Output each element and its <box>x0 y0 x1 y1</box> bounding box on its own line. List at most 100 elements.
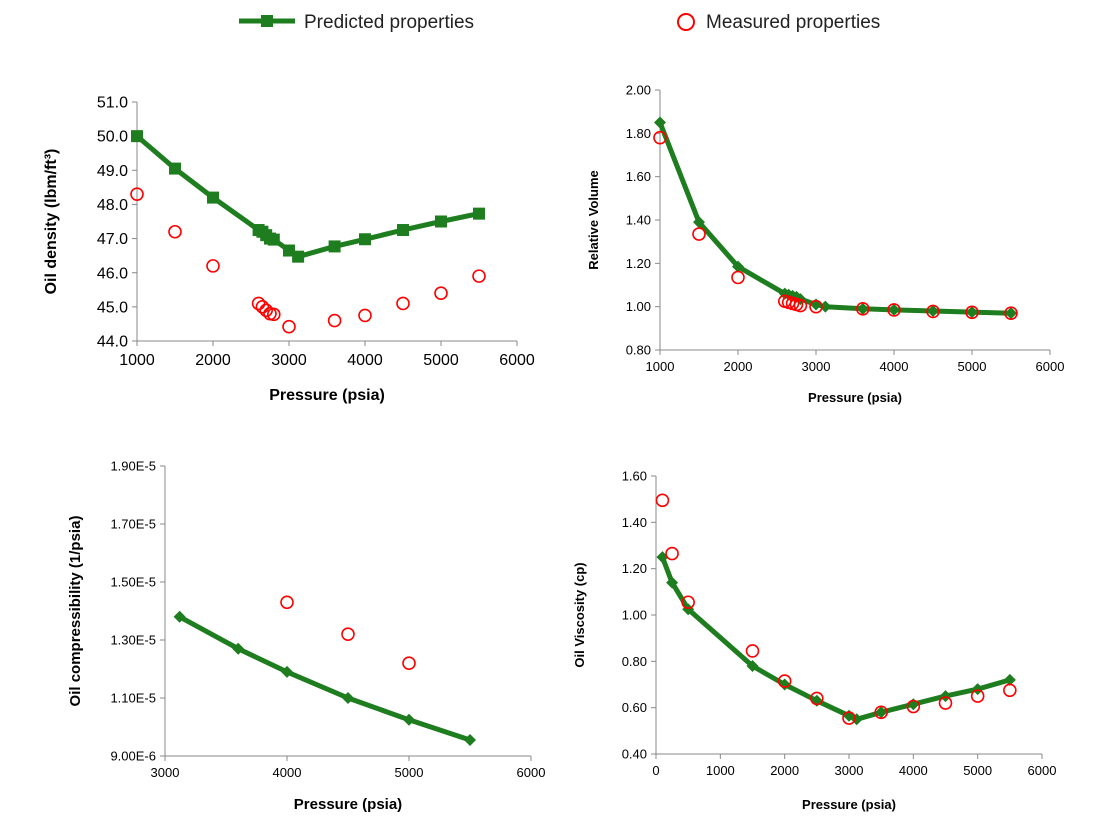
oil-density-y-tick-label: 46.0 <box>97 265 128 282</box>
oil-density-measured-point <box>266 307 281 322</box>
oil-density-x-axis-title: Pressure (psia) <box>269 387 385 404</box>
oil-viscosity-measured-point <box>842 711 856 725</box>
oil-viscosity-x-tick-label: 5000 <box>963 763 992 778</box>
oil-density-predicted-point <box>328 240 341 253</box>
oil-density-predicted-point <box>207 191 219 204</box>
oil-viscosity-predicted-point <box>682 603 695 616</box>
relative-volume-y-axis-title: Relative Volume <box>586 170 601 269</box>
oil-density-predicted-point <box>169 162 181 175</box>
relative-volume-x-tick-label: 1000 <box>646 359 675 374</box>
oil-compressibility-x-tick-label: 5000 <box>395 765 424 780</box>
relative-volume-measured-point <box>731 270 745 285</box>
oil-viscosity-measured-point <box>665 546 679 561</box>
relative-volume-measured-point <box>965 305 979 320</box>
relative-volume-predicted-point <box>856 302 869 315</box>
oil-viscosity-predicted-point <box>971 683 984 696</box>
relative-volume-measured-point <box>793 298 808 313</box>
oil-viscosity-x-tick-label: 6000 <box>1028 763 1057 778</box>
oil-viscosity-measured-point <box>655 493 670 508</box>
oil-density-measured-point <box>434 286 448 301</box>
oil-compressibility-predicted-point <box>281 665 293 678</box>
oil-compressibility-predicted-point <box>232 642 245 655</box>
relative-volume-predicted-point <box>1005 307 1017 320</box>
oil-viscosity-x-tick-label: 2000 <box>770 763 799 778</box>
oil-density-measured-point <box>259 303 274 318</box>
oil-density-measured-point <box>206 259 220 273</box>
relative-volume-predicted-point <box>693 216 705 229</box>
oil-viscosity-measured-point <box>938 696 953 710</box>
oil-viscosity-x-tick-label: 1000 <box>706 763 735 778</box>
chart-oil-density: 44.0 45.0 46.0 47.0 48.0 49.0 50.0 51.0 1000 2000… <box>43 95 535 404</box>
oil-compressibility-y-tick-label: 9.00E-6 <box>110 749 156 764</box>
oil-viscosity-measured-point <box>745 644 760 658</box>
oil-compressibility-predicted-point <box>173 610 186 623</box>
relative-volume-predicted-point <box>654 116 666 129</box>
oil-density-measured-point <box>396 296 410 311</box>
oil-density-x-tick-label: 4000 <box>347 352 383 369</box>
oil-compressibility-x-tick-label: 3000 <box>151 765 180 780</box>
oil-viscosity-x-tick-label: 0 <box>652 763 659 778</box>
oil-compressibility-x-tick-label: 6000 <box>517 765 546 780</box>
relative-volume-predicted-point <box>927 305 939 317</box>
oil-viscosity-y-tick-label: 1.20 <box>622 561 647 576</box>
oil-density-x-tick-label: 2000 <box>195 352 231 369</box>
oil-compressibility-y-tick-label: 1.30E-5 <box>110 633 156 648</box>
legend-measured: Measured properties <box>677 12 880 33</box>
oil-density-predicted-point <box>397 224 409 237</box>
legend-predicted: Predicted properties <box>239 12 474 33</box>
oil-density-predicted-point <box>267 233 280 246</box>
oil-viscosity-y-tick-label: 0.60 <box>622 700 647 715</box>
relative-volume-x-axis-title: Pressure (psia) <box>808 390 902 405</box>
relative-volume-y-tick-label: 1.80 <box>626 126 651 141</box>
relative-volume-x-tick-label: 4000 <box>880 359 909 374</box>
oil-compressibility-y-axis-title: Oil compressibility (1/psia) <box>67 516 84 707</box>
oil-viscosity-x-axis-title: Pressure (psia) <box>802 797 896 812</box>
oil-viscosity-measured-point <box>810 691 824 706</box>
oil-viscosity-y-tick-label: 1.40 <box>622 515 647 530</box>
oil-density-y-tick-label: 44.0 <box>97 334 128 351</box>
oil-density-measured-point <box>130 187 144 201</box>
relative-volume-measured-point <box>887 303 901 317</box>
legend-measured-marker <box>677 13 695 31</box>
oil-viscosity-measured-point <box>1003 683 1017 698</box>
chart-relative-volume: 0.80 1.00 1.20 1.40 1.60 1.80 2.00 1000 2000 3000… <box>586 83 1064 405</box>
oil-viscosity-y-axis-title: Oil Viscosity (cp) <box>572 562 587 667</box>
oil-viscosity-predicted-point <box>939 690 952 703</box>
oil-viscosity-predicted-point <box>778 678 791 691</box>
legend-predicted-marker <box>261 15 273 27</box>
relative-volume-y-tick-label: 1.40 <box>626 213 651 228</box>
oil-compressibility-predicted-point <box>342 692 354 704</box>
oil-compressibility-y-tick-label: 1.70E-5 <box>110 517 156 532</box>
oil-density-predicted-point <box>283 244 295 257</box>
oil-density-y-tick-label: 50.0 <box>97 129 128 146</box>
oil-density-measured-point <box>327 313 342 328</box>
legend: Predicted properties Measured properties <box>239 12 880 33</box>
legend-measured-label: Measured properties <box>706 12 880 33</box>
oil-viscosity-predicted-point <box>666 576 679 589</box>
chart-oil-compressibility: 9.00E-6 1.10E-5 1.30E-5 1.50E-5 1.70E-5 1.90E… <box>67 459 545 813</box>
oil-compressibility-y-tick-label: 1.90E-5 <box>110 459 156 474</box>
oil-density-measured-point <box>168 224 182 239</box>
oil-density-predicted-point <box>473 207 485 220</box>
oil-compressibility-measured-point <box>280 595 294 610</box>
relative-volume-predicted-point <box>888 303 900 316</box>
relative-volume-predicted-point <box>819 300 832 313</box>
oil-viscosity-measured-point <box>681 595 695 610</box>
relative-volume-measured-point <box>855 302 870 316</box>
chart-oil-viscosity: 0.40 0.60 0.80 1.00 1.20 1.40 1.60 0 1000 2000 300… <box>572 469 1056 812</box>
oil-viscosity-y-tick-label: 1.00 <box>622 608 647 623</box>
oil-viscosity-predicted-point <box>746 659 759 672</box>
relative-volume-measured-point <box>692 227 706 241</box>
oil-density-measured-point <box>255 300 270 314</box>
oil-compressibility-predicted-point <box>403 713 415 726</box>
oil-compressibility-predicted-point <box>464 734 476 747</box>
oil-density-predicted-point <box>435 215 447 228</box>
oil-density-predicted-point <box>359 233 371 246</box>
oil-density-measured-point <box>282 319 296 334</box>
relative-volume-measured-point <box>809 299 823 314</box>
relative-volume-x-tick-label: 3000 <box>802 359 831 374</box>
relative-volume-measured-point <box>926 304 940 319</box>
oil-compressibility-x-tick-label: 4000 <box>273 765 302 780</box>
relative-volume-measured-point <box>1004 306 1018 320</box>
oil-compressibility-x-axis-title: Pressure (psia) <box>294 796 402 813</box>
